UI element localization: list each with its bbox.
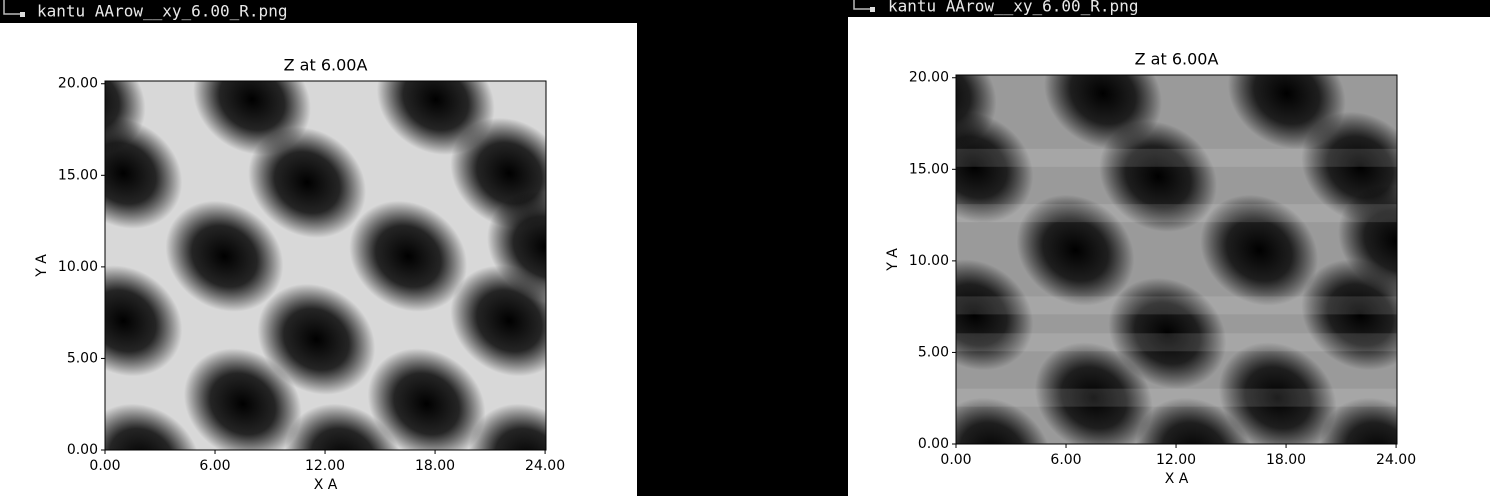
- heatmap-blob: [1099, 120, 1218, 232]
- y-tick-label: 10.00: [58, 259, 98, 275]
- y-tick-label: 20.00: [58, 76, 98, 92]
- heatmap-blob: [956, 397, 1052, 444]
- heatmap-blob: [1218, 342, 1337, 444]
- chart-title: Z at 6.00A: [1135, 50, 1219, 69]
- x-tick-label: 6.00: [1050, 452, 1081, 468]
- heatmap-blob: [367, 348, 486, 450]
- x-tick-label: 24.00: [1376, 452, 1416, 468]
- x-tick-label: 0.00: [89, 458, 120, 474]
- heatmap-blob: [956, 259, 1034, 371]
- heatmap-blob: [1016, 194, 1135, 306]
- heatmap-band: [956, 296, 1397, 315]
- heatmap-blob: [1135, 397, 1254, 444]
- heatmap-blob: [1034, 342, 1153, 444]
- tree-glyph: [853, 0, 872, 10]
- x-axis-label: X A: [314, 477, 338, 493]
- heatmap-blob: [105, 265, 183, 377]
- x-tick-label: 12.00: [1156, 452, 1196, 468]
- heatmap-blob: [257, 283, 376, 395]
- x-tick-label: 12.00: [305, 458, 345, 474]
- heatmap-blob: [1200, 194, 1319, 306]
- x-axis-label: X A: [1165, 471, 1189, 487]
- y-tick-label: 5.00: [918, 344, 949, 360]
- heatmap-blob: [468, 403, 546, 450]
- caption: kantu AArow__xy_6.00_R.png: [37, 2, 287, 21]
- heatmap-blob: [956, 75, 997, 149]
- heatmap: [956, 75, 1397, 444]
- y-tick-label: 0.00: [918, 436, 949, 452]
- bullet: [870, 7, 875, 12]
- chart-title: Z at 6.00A: [284, 56, 368, 75]
- y-axis-label: Y A: [34, 254, 50, 278]
- heatmap-blob: [193, 81, 311, 155]
- y-axis-label: Y A: [885, 248, 901, 272]
- y-tick-label: 0.00: [67, 442, 98, 458]
- heatmap-band: [956, 204, 1397, 223]
- x-tick-label: 0.00: [940, 452, 971, 468]
- x-tick-label: 24.00: [525, 458, 565, 474]
- heatmap-blob: [487, 191, 546, 303]
- caption: kantu AArow__xy_6.00_R.png: [888, 0, 1138, 16]
- y-tick-label: 15.00: [58, 167, 98, 183]
- x-tick-label: 18.00: [415, 458, 455, 474]
- heatmap-blob: [105, 117, 183, 229]
- heatmap-blob: [248, 126, 367, 238]
- heatmap-blob: [284, 403, 403, 450]
- heatmap-blob: [349, 200, 468, 312]
- heatmap-blob: [183, 348, 302, 450]
- heatmap-blob: [376, 81, 495, 155]
- heatmap-band: [956, 333, 1397, 352]
- heatmap: [105, 81, 546, 450]
- heatmap-blob: [1227, 75, 1346, 149]
- y-tick-label: 20.00: [909, 70, 949, 86]
- heatmap-blob: [1108, 277, 1227, 389]
- heatmap-blob: [1044, 75, 1162, 149]
- x-tick-label: 6.00: [199, 458, 230, 474]
- heatmap-blob: [1319, 397, 1397, 444]
- bullet: [20, 12, 25, 17]
- tree-glyph: [3, 0, 22, 15]
- heatmap-blob: [105, 403, 201, 450]
- heatmap-blob: [1338, 185, 1397, 297]
- heatmap-blob: [956, 111, 1034, 223]
- heatmap-blob: [105, 81, 146, 155]
- y-tick-label: 10.00: [909, 253, 949, 269]
- heatmap-band: [956, 148, 1397, 167]
- heatmap-band: [956, 388, 1397, 407]
- y-tick-label: 15.00: [909, 161, 949, 177]
- y-tick-label: 5.00: [67, 350, 98, 366]
- heatmap-blob: [165, 200, 284, 312]
- x-tick-label: 18.00: [1266, 452, 1306, 468]
